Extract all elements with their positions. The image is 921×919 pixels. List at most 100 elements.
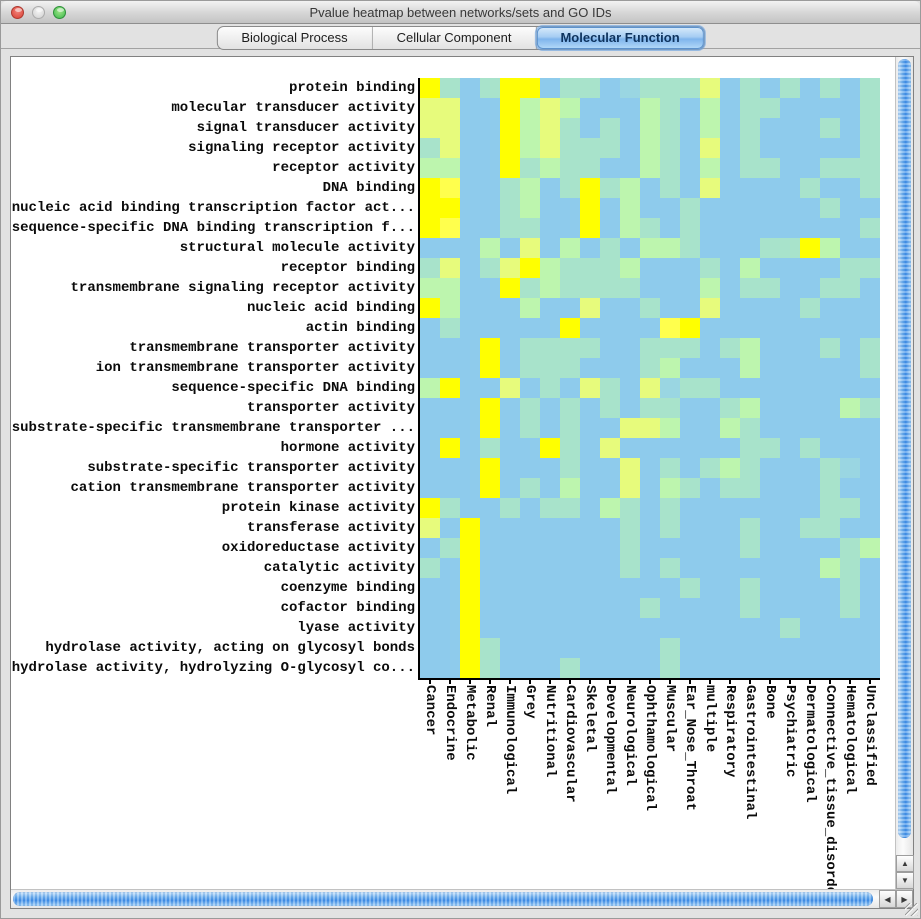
zoom-icon[interactable]	[53, 6, 66, 19]
scroll-down-icon[interactable]: ▼	[896, 872, 914, 889]
titlebar[interactable]: Pvalue heatmap between networks/sets and…	[1, 1, 920, 24]
heatmap-cell	[480, 458, 500, 478]
row-label: structural molecule activity	[179, 240, 415, 256]
heatmap-cell	[540, 618, 560, 638]
heatmap-cell	[420, 298, 440, 318]
heatmap-cell	[580, 458, 600, 478]
heatmap-cell	[540, 638, 560, 658]
heatmap-cell	[440, 278, 460, 298]
heatmap-cell	[800, 238, 820, 258]
heatmap-cell	[680, 338, 700, 358]
heatmap-cell	[660, 338, 680, 358]
heatmap-cell	[460, 358, 480, 378]
row-label: substrate-specific transmembrane transpo…	[11, 420, 415, 436]
close-icon[interactable]	[11, 6, 24, 19]
heatmap-cell	[420, 458, 440, 478]
tab-biological-process[interactable]: Biological Process	[217, 27, 373, 49]
heatmap-cell	[600, 518, 620, 538]
heatmap-cell	[860, 138, 880, 158]
heatmap-cell	[680, 178, 700, 198]
heatmap-cell	[700, 618, 720, 638]
heatmap-cell	[680, 138, 700, 158]
heatmap-cell	[720, 338, 740, 358]
heatmap-cell	[600, 138, 620, 158]
heatmap-cell	[600, 118, 620, 138]
axis-tick	[769, 680, 771, 684]
horizontal-scrollbar-thumb[interactable]	[13, 892, 873, 906]
heatmap-cell	[440, 658, 460, 678]
heatmap-cell	[800, 558, 820, 578]
heatmap-cell	[540, 518, 560, 538]
heatmap-cell	[600, 478, 620, 498]
heatmap-cell	[740, 378, 760, 398]
heatmap-cell	[600, 398, 620, 418]
heatmap-cell	[860, 278, 880, 298]
axis-tick	[829, 680, 831, 684]
heatmap-cell	[700, 378, 720, 398]
heatmap-cell	[460, 418, 480, 438]
column-label: Cancer	[422, 685, 438, 736]
heatmap-cell	[440, 438, 460, 458]
heatmap-cell	[780, 238, 800, 258]
heatmap-cell	[560, 378, 580, 398]
heatmap-cell	[800, 578, 820, 598]
heatmap-cell	[660, 658, 680, 678]
heatmap-cell	[520, 438, 540, 458]
minimize-icon[interactable]	[32, 6, 45, 19]
row-label: catalytic activity	[263, 560, 415, 576]
heatmap-cell	[700, 318, 720, 338]
tab-cellular-component[interactable]: Cellular Component	[373, 27, 537, 49]
heatmap-cell	[720, 638, 740, 658]
heatmap-cell	[800, 258, 820, 278]
heatmap-cell	[600, 98, 620, 118]
heatmap-cell	[720, 398, 740, 418]
heatmap-cell	[680, 158, 700, 178]
heatmap-cell	[660, 138, 680, 158]
vertical-scrollbar-thumb[interactable]	[898, 59, 911, 838]
heatmap-cell	[620, 638, 640, 658]
heatmap-cell	[520, 558, 540, 578]
heatmap-cell	[580, 438, 600, 458]
heatmap-cell	[600, 338, 620, 358]
heatmap-cell	[540, 178, 560, 198]
heatmap-cell	[560, 638, 580, 658]
heatmap-cell	[720, 318, 740, 338]
heatmap-cell	[420, 178, 440, 198]
horizontal-scrollbar[interactable]: ◀ ▶	[11, 889, 913, 908]
heatmap-cell	[500, 398, 520, 418]
row-label: oxidoreductase activity	[221, 540, 415, 556]
heatmap-cell	[700, 198, 720, 218]
heatmap-cell	[740, 518, 760, 538]
axis-tick	[869, 680, 871, 684]
heatmap-cell	[500, 138, 520, 158]
heatmap-cell	[740, 558, 760, 578]
heatmap-cell	[800, 78, 820, 98]
heatmap-cell	[620, 298, 640, 318]
heatmap-cell	[600, 638, 620, 658]
heatmap-cell	[720, 198, 740, 218]
heatmap-cell	[540, 558, 560, 578]
tab-molecular-function[interactable]: Molecular Function	[536, 27, 704, 49]
scroll-left-icon[interactable]: ◀	[879, 890, 896, 908]
scroll-up-icon[interactable]: ▲	[896, 855, 914, 872]
heatmap-cell	[760, 298, 780, 318]
axis-tick	[629, 680, 631, 684]
heatmap-cell	[520, 338, 540, 358]
heatmap-cell	[420, 638, 440, 658]
row-label: receptor activity	[272, 160, 415, 176]
heatmap-cell	[440, 478, 460, 498]
heatmap-cell	[800, 298, 820, 318]
heatmap-cell	[680, 238, 700, 258]
axis-tick	[589, 680, 591, 684]
heatmap-cell	[420, 558, 440, 578]
heatmap-cell	[760, 218, 780, 238]
vertical-scrollbar[interactable]: ▲ ▼	[895, 57, 914, 889]
heatmap-cell	[640, 358, 660, 378]
heatmap-cell	[480, 578, 500, 598]
heatmap-cell	[700, 278, 720, 298]
heatmap-cell	[640, 138, 660, 158]
heatmap-cell	[780, 218, 800, 238]
resize-grip[interactable]	[905, 903, 918, 916]
heatmap-cell	[800, 458, 820, 478]
column-label: Immunological	[502, 685, 518, 795]
